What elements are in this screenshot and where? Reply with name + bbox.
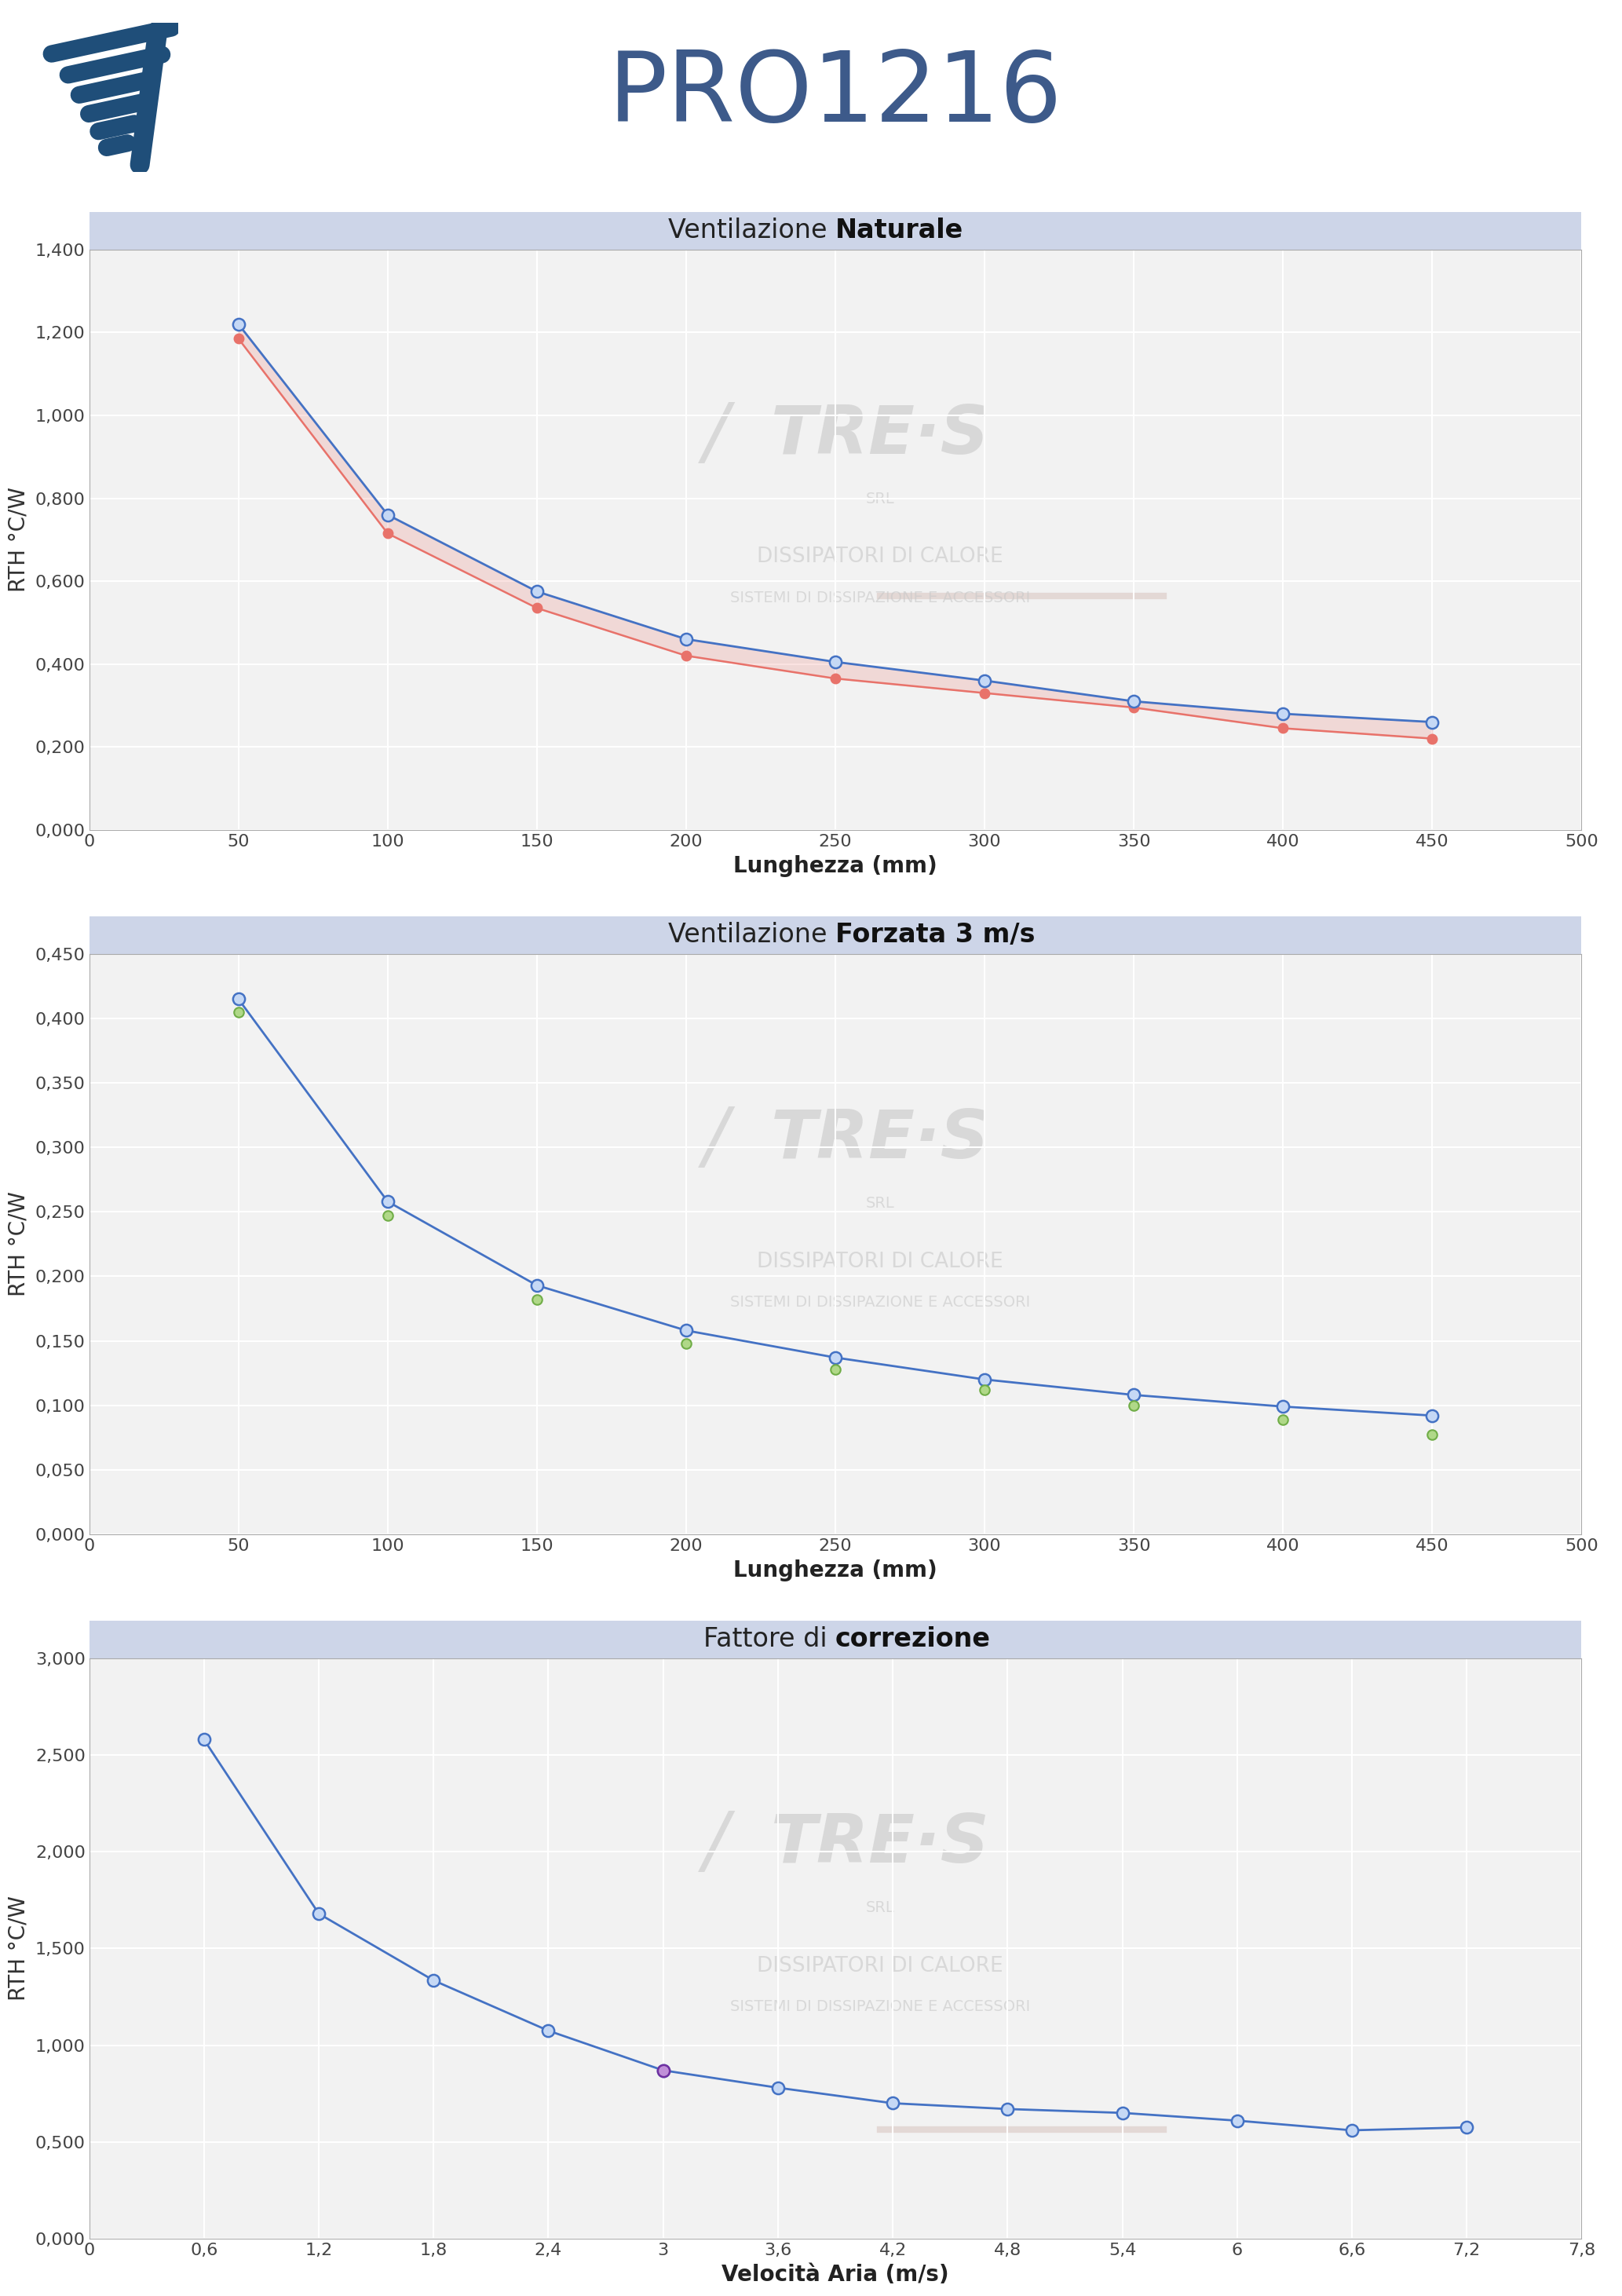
- Text: Ventilazione: Ventilazione: [668, 923, 835, 948]
- Text: SRL: SRL: [866, 1196, 894, 1210]
- Text: /: /: [704, 400, 728, 471]
- Text: Naturale: Naturale: [835, 218, 963, 243]
- X-axis label: Lunghezza (mm): Lunghezza (mm): [733, 1559, 938, 1582]
- Y-axis label: RTH °C/W: RTH °C/W: [8, 487, 29, 592]
- Text: SISTEMI DI DISSIPAZIONE E ACCESSORI: SISTEMI DI DISSIPAZIONE E ACCESSORI: [730, 2000, 1030, 2014]
- Text: Fattore di: Fattore di: [704, 1626, 835, 1653]
- Text: DISSIPATORI DI CALORE: DISSIPATORI DI CALORE: [757, 1956, 1004, 1977]
- Text: /: /: [704, 1104, 728, 1176]
- Text: TRE·S: TRE·S: [770, 1812, 989, 1876]
- Text: DISSIPATORI DI CALORE: DISSIPATORI DI CALORE: [757, 1251, 1004, 1272]
- Y-axis label: RTH °C/W: RTH °C/W: [8, 1192, 29, 1297]
- Text: Forzata 3 m/s: Forzata 3 m/s: [835, 923, 1035, 948]
- Text: SISTEMI DI DISSIPAZIONE E ACCESSORI: SISTEMI DI DISSIPAZIONE E ACCESSORI: [730, 590, 1030, 606]
- Text: TRE·S: TRE·S: [770, 1107, 989, 1173]
- Text: SRL: SRL: [866, 491, 894, 507]
- Text: TRE·S: TRE·S: [770, 402, 989, 468]
- Y-axis label: RTH °C/W: RTH °C/W: [8, 1896, 29, 2002]
- Text: SISTEMI DI DISSIPAZIONE E ACCESSORI: SISTEMI DI DISSIPAZIONE E ACCESSORI: [730, 1295, 1030, 1309]
- Text: SRL: SRL: [866, 1901, 894, 1915]
- Text: /: /: [704, 1809, 728, 1880]
- X-axis label: Lunghezza (mm): Lunghezza (mm): [733, 854, 938, 877]
- Text: Ventilazione: Ventilazione: [668, 218, 835, 243]
- Text: correzione: correzione: [835, 1626, 991, 1653]
- Text: DISSIPATORI DI CALORE: DISSIPATORI DI CALORE: [757, 546, 1004, 567]
- Text: PRO1216: PRO1216: [608, 48, 1062, 142]
- X-axis label: Velocità Aria (m/s): Velocità Aria (m/s): [722, 2264, 949, 2285]
